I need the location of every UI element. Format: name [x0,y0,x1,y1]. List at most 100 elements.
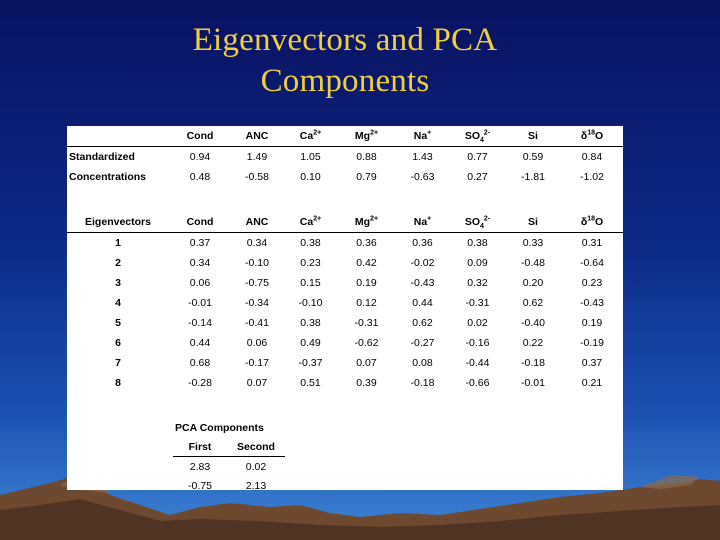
row-label-standardized: Standardized [69,151,135,163]
concentrations-row: Concentrations 0.48 -0.58 0.10 0.79 -0.6… [67,167,623,187]
table-cell: -0.58 [245,171,269,183]
standardized-row: Standardized 0.94 1.49 1.05 0.88 1.43 0.… [67,147,623,168]
table-cell: 0.68 [189,357,211,369]
eigenvector-id: 6 [115,337,121,349]
header-so4: SO42- [464,215,491,231]
table-cell: 0.94 [189,151,211,163]
table-cell: 0.44 [189,337,211,349]
table-cell: -0.28 [188,377,212,389]
table-cell: -0.41 [245,317,269,329]
table-cell: -0.44 [465,357,490,369]
table-panel: Cond ANC Ca2+ Mg2+ Na+ SO42- Si δ18O Sta… [67,126,623,492]
table-cell: -0.10 [298,297,323,309]
table-cell: 0.88 [356,151,377,163]
table-cell: -0.37 [298,357,323,369]
standardized-header-row: Cond ANC Ca2+ Mg2+ Na+ SO42- Si δ18O [67,126,623,147]
table-cell: 0.51 [300,377,321,389]
table-cell: 0.02 [467,317,488,329]
header-anc: ANC [245,130,269,142]
table-cell: 0.31 [581,237,603,249]
table-cell: 0.38 [467,237,488,249]
table-cell: 0.62 [522,297,544,309]
pca-header-row: First Second [173,437,285,457]
table-cell: 0.38 [300,317,321,329]
header-so4: SO42- [464,129,491,145]
header-ca: Ca2+ [299,129,322,143]
eigenvector-id: 4 [115,297,121,309]
table-cell: 0.79 [356,171,377,183]
eigenvector-row: 1 0.37 0.34 0.38 0.36 0.36 0.38 0.33 0.31 [67,233,623,254]
eigenvector-row: 4 -0.01 -0.34 -0.10 0.12 0.44 -0.31 0.62 -0.43 [67,293,623,313]
header-si: Si [528,216,538,228]
table-cell: 0.19 [581,317,603,329]
eigenvector-row: 8 -0.28 0.07 0.51 0.39 -0.18 -0.66 -0.01 0.21 [67,373,623,393]
table-cell: -0.19 [580,337,604,349]
table-cell: 1.05 [300,151,321,163]
pca-title: PCA Components [175,422,264,434]
table-cell: 0.36 [412,237,433,249]
row-label-concentrations: Concentrations [69,171,147,183]
eigenvector-row: 3 0.06 -0.75 0.15 0.19 -0.43 0.32 0.20 0.23 [67,273,623,293]
header-mg: Mg2+ [354,129,379,143]
table-cell: 2.13 [245,479,267,492]
table-cell: -0.18 [410,377,435,389]
table-cell: 0.37 [189,237,211,249]
table-cell: -0.75 [188,479,212,492]
pca-header-second: Second [227,437,285,457]
table-cell: -0.16 [465,337,490,349]
pca-row: -0.75 2.13 [173,476,285,495]
table-cell: 0.36 [356,237,377,249]
table-cell: 0.39 [356,377,377,389]
table-cell: -0.10 [245,257,269,269]
table-cell: 0.32 [467,277,488,289]
table-cell: -0.43 [410,277,435,289]
standardized-table: Cond ANC Ca2+ Mg2+ Na+ SO42- Si δ18O Sta… [67,126,623,187]
table-cell: -0.31 [354,317,379,329]
pca-header-first: First [173,437,227,457]
pca-table: First Second 2.83 0.02 -0.75 2.13 [173,437,285,495]
table-cell: 0.37 [581,357,603,369]
header-eigenvectors: Eigenvectors [85,216,151,228]
table-cell: 0.77 [467,151,488,163]
table-cell: 0.34 [189,257,211,269]
header-si: Si [528,130,538,142]
table-cell: -0.43 [580,297,604,309]
table-cell: 0.59 [522,151,544,163]
table-cell: -0.34 [245,297,269,309]
eigenvector-row: 2 0.34 -0.10 0.23 0.42 -0.02 0.09 -0.48 -0.64 [67,253,623,273]
eigenvector-header-row: Eigenvectors Cond ANC Ca2+ Mg2+ Na+ SO42… [67,212,623,233]
table-cell: 0.10 [300,171,321,183]
table-cell: -0.62 [354,337,379,349]
table-cell: -0.48 [521,257,545,269]
table-cell: -0.01 [521,377,545,389]
table-cell: -0.66 [465,377,490,389]
table-cell: -0.75 [245,277,269,289]
header-cond: Cond [186,130,214,142]
eigenvector-id: 5 [115,317,121,329]
eigenvector-id: 7 [115,357,121,369]
header-blank [67,126,169,147]
table-cell: 0.15 [300,277,321,289]
eigenvector-id: 3 [115,277,121,289]
slide-title: Eigenvectors and PCA Components [0,20,690,102]
eigenvector-id: 8 [115,377,121,389]
table-cell: 0.48 [189,171,211,183]
table-cell: 0.09 [467,257,488,269]
table-cell: 0.02 [245,460,267,473]
header-d18o: δ18O [580,215,604,229]
table-cell: 0.42 [356,257,377,269]
header-cond: Cond [186,216,214,228]
table-cell: 0.22 [522,337,544,349]
table-cell: -1.81 [521,171,545,183]
header-d18o: δ18O [580,129,604,143]
table-cell: -0.01 [188,297,212,309]
table-cell: 0.23 [300,257,321,269]
eigenvector-id: 1 [115,237,121,249]
header-na: Na+ [413,129,432,143]
table-cell: -0.14 [188,317,212,329]
table-cell: -0.18 [521,357,545,369]
table-cell: -0.17 [245,357,269,369]
table-cell: 0.44 [412,297,433,309]
header-na: Na+ [413,215,432,229]
table-cell: 1.49 [246,151,268,163]
